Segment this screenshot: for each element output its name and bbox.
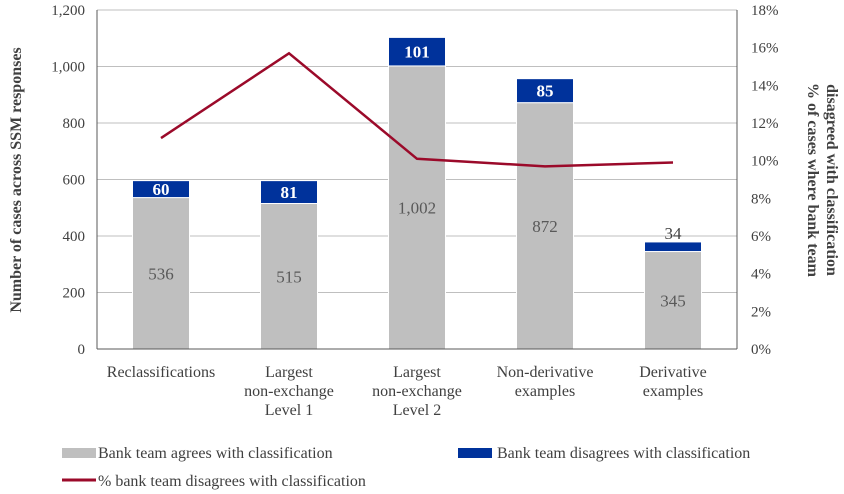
y2-axis-title: % of cases where bank team xyxy=(804,83,821,278)
bar-disagree xyxy=(388,36,446,67)
legend-label-agree: Bank team agrees with classification xyxy=(98,445,333,462)
y-tick-label: 1,200 xyxy=(51,3,85,19)
y-tick-label: 0 xyxy=(78,342,86,358)
data-label-disagree: 34 xyxy=(665,224,683,243)
y2-tick-label: 18% xyxy=(751,3,779,19)
y-tick-label: 800 xyxy=(63,116,86,132)
y2-tick-label: 12% xyxy=(751,116,779,132)
bar-disagree xyxy=(644,241,702,253)
data-label-disagree: 60 xyxy=(153,180,170,199)
legend-swatch-disagree xyxy=(458,448,492,458)
y2-tick-label: 0% xyxy=(751,342,771,358)
y-tick-label: 200 xyxy=(63,286,86,302)
bar-disagree xyxy=(132,180,190,199)
data-label-agree: 345 xyxy=(660,291,686,310)
x-tick-label: Level 2 xyxy=(393,402,441,419)
y2-tick-label: 8% xyxy=(751,191,771,207)
y2-tick-label: 6% xyxy=(751,229,771,245)
y-tick-label: 400 xyxy=(63,229,86,245)
data-label-agree: 536 xyxy=(148,264,174,283)
x-tick-label: Largest xyxy=(393,364,441,381)
x-tick-label: Non-derivative xyxy=(497,364,594,381)
x-tick-label: Largest xyxy=(265,364,313,381)
data-label-agree: 872 xyxy=(532,217,558,236)
x-tick-label: Derivative xyxy=(639,364,707,381)
data-label-disagree: 101 xyxy=(404,43,430,62)
data-label-agree: 1,002 xyxy=(398,198,436,217)
legend-label-pct: % bank team disagrees with classificatio… xyxy=(98,473,366,490)
legend-swatch-agree xyxy=(62,448,96,458)
y2-tick-label: 4% xyxy=(751,267,771,283)
bar-disagree xyxy=(260,180,318,205)
x-tick-label: examples xyxy=(515,383,575,400)
y-axis-title: Number of cases across SSM responses xyxy=(8,47,25,312)
data-label-disagree: 81 xyxy=(281,183,298,202)
legend-label-disagree: Bank team disagrees with classification xyxy=(497,445,750,462)
x-tick-label: Level 1 xyxy=(265,402,313,419)
bar-disagree xyxy=(516,78,574,104)
data-label-agree: 515 xyxy=(276,267,302,286)
y2-axis-title: disagreed with classification xyxy=(823,84,840,276)
bar-agree xyxy=(644,251,702,350)
x-tick-label: examples xyxy=(643,383,703,400)
y2-tick-label: 14% xyxy=(751,78,779,94)
y-tick-label: 1,000 xyxy=(51,60,85,76)
y2-tick-label: 16% xyxy=(751,41,779,57)
x-tick-label: Reclassifications xyxy=(107,364,215,381)
x-tick-label: non-exchange xyxy=(372,383,462,400)
y-tick-label: 600 xyxy=(63,173,86,189)
y2-tick-label: 10% xyxy=(751,154,779,170)
data-label-disagree: 85 xyxy=(537,82,554,101)
x-tick-label: non-exchange xyxy=(244,383,334,400)
y2-tick-label: 2% xyxy=(751,304,771,320)
